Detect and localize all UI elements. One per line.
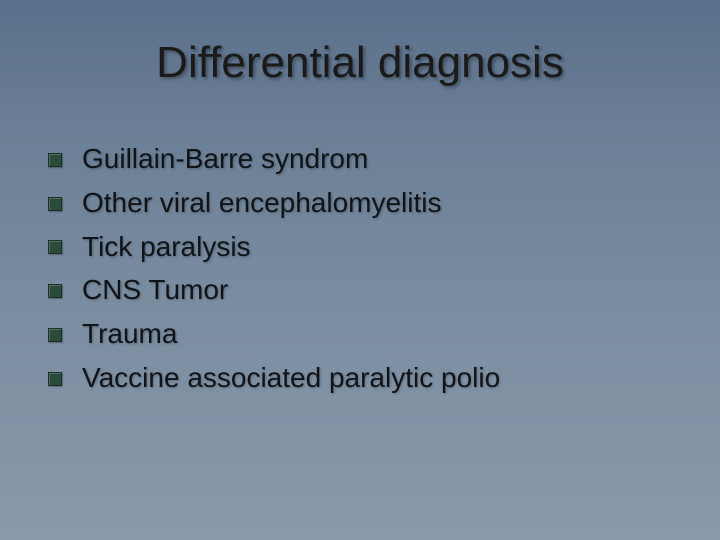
list-item-text: Trauma <box>82 315 177 353</box>
list-item: Guillain-Barre syndrom <box>48 140 672 178</box>
bullet-list: Guillain-Barre syndrom Other viral encep… <box>48 140 672 403</box>
list-item: Other viral encephalomyelitis <box>48 184 672 222</box>
slide-title: Differential diagnosis <box>0 38 720 88</box>
list-item: Vaccine associated paralytic polio <box>48 359 672 397</box>
list-item-text: Vaccine associated paralytic polio <box>82 359 500 397</box>
square-bullet-icon <box>48 328 62 342</box>
square-bullet-icon <box>48 240 62 254</box>
list-item: CNS Tumor <box>48 271 672 309</box>
slide: Differential diagnosis Guillain-Barre sy… <box>0 0 720 540</box>
list-item: Tick paralysis <box>48 228 672 266</box>
list-item-text: Other viral encephalomyelitis <box>82 184 442 222</box>
list-item-text: Tick paralysis <box>82 228 251 266</box>
square-bullet-icon <box>48 153 62 167</box>
list-item-text: Guillain-Barre syndrom <box>82 140 368 178</box>
list-item-text: CNS Tumor <box>82 271 228 309</box>
square-bullet-icon <box>48 197 62 211</box>
list-item: Trauma <box>48 315 672 353</box>
square-bullet-icon <box>48 372 62 386</box>
square-bullet-icon <box>48 284 62 298</box>
